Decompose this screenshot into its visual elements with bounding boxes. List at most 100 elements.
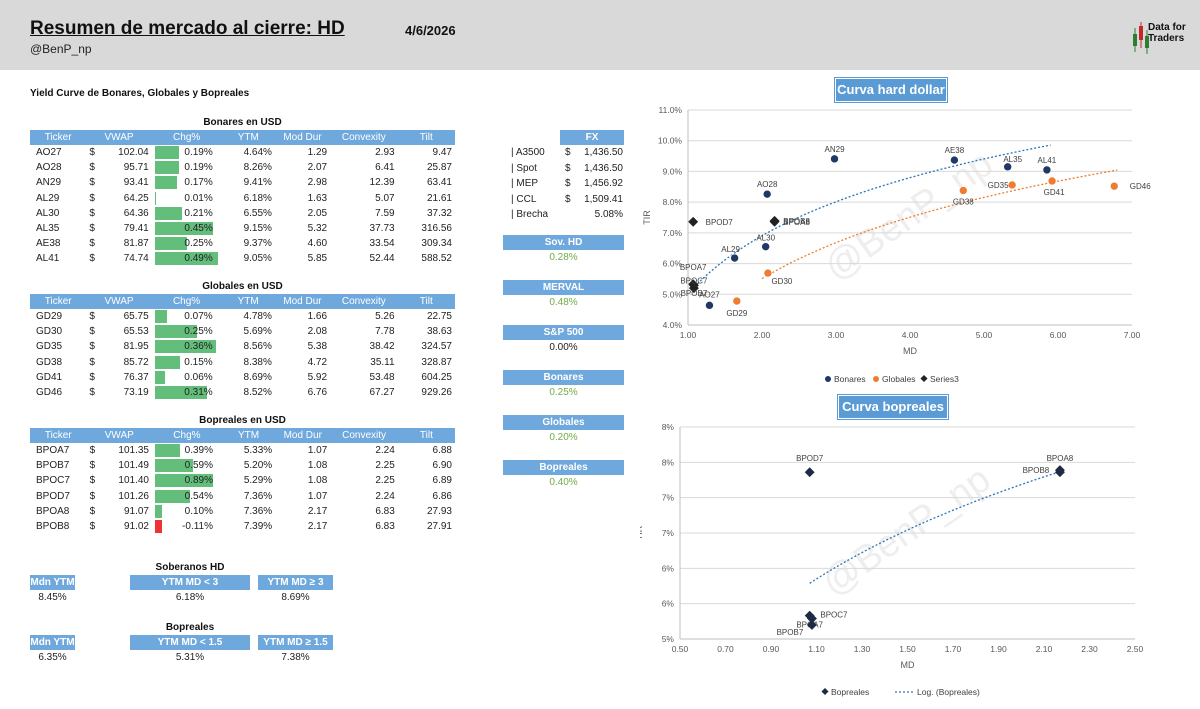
currency-cell: $	[89, 177, 95, 189]
table-row: GD38 $85.72 0.15% 8.38% 4.72 35.11 328.87	[30, 355, 455, 370]
summary-header: YTM MD ≥ 1.5	[258, 635, 333, 650]
column-header: Convexity	[330, 428, 398, 443]
chg-cell: 0.21%	[152, 206, 222, 221]
column-header: Chg%	[151, 294, 222, 309]
point-label: AL35	[1003, 155, 1022, 164]
chg-bar	[154, 176, 177, 190]
ticker-cell: BPOC7	[36, 475, 70, 487]
chg-label: 0.07%	[184, 311, 213, 323]
chg-label: 0.21%	[184, 207, 213, 219]
chg-cell: 0.89%	[152, 473, 222, 488]
mod-dur-cell: 4.60	[307, 238, 328, 250]
table-row: AO27 $102.04 0.19% 4.64% 1.29 2.93 9.47	[30, 145, 455, 160]
x-axis-title: MD	[903, 346, 917, 356]
chg-cell: 0.45%	[152, 221, 222, 236]
data-point-diamond	[688, 216, 699, 227]
chg-bar	[155, 459, 194, 473]
table-row: GD46 $73.19 0.31% 8.52% 6.76 67.27 929.26	[30, 385, 455, 400]
data-point	[761, 242, 770, 251]
watermark-text: @BenP_np	[814, 458, 998, 604]
chg-label: 0.19%	[184, 147, 213, 159]
data-point-diamond	[804, 467, 815, 478]
ticker-cell: AL30	[36, 207, 60, 219]
ticker-cell: GD29	[36, 311, 63, 323]
convexity-cell: 52.44	[369, 253, 395, 265]
chg-label: 0.10%	[184, 505, 213, 517]
chg-label: 0.25%	[184, 326, 213, 338]
point-label: BPOA7	[680, 263, 707, 272]
vwap-cell: 76.37	[123, 371, 149, 383]
vwap-cell: 101.26	[118, 490, 149, 502]
chg-label: -0.11%	[182, 521, 213, 533]
table-row: BPOB8 $91.02 -0.11% 7.39% 2.17 6.83 27.91	[30, 519, 455, 534]
data-point	[1109, 181, 1119, 191]
tilt-cell: 324.57	[421, 341, 452, 353]
currency-cell: $	[89, 207, 95, 219]
chg-label: 0.01%	[184, 192, 213, 204]
currency-cell: $	[89, 253, 95, 265]
summary-value: 8.45%	[38, 592, 67, 603]
convexity-cell: 2.25	[375, 475, 395, 487]
report-date: 4/6/2026	[405, 23, 456, 38]
fx-value: 1,456.92	[584, 178, 623, 189]
chg-bar	[154, 206, 183, 220]
ticker-cell: GD35	[36, 341, 63, 353]
convexity-cell: 2.93	[375, 147, 395, 159]
chg-cell: 0.25%	[152, 236, 222, 251]
x-tick-label: 4.00	[902, 330, 919, 340]
y-tick-label: 10.0%	[658, 136, 683, 146]
ytm-cell: 5.69%	[243, 326, 272, 338]
column-header: Mod Dur	[274, 294, 331, 309]
fx-label: | Brecha	[511, 209, 549, 220]
x-tick-label: 6.00	[1050, 330, 1067, 340]
y-axis-title: TIR	[642, 210, 652, 225]
ticker-cell: AO28	[36, 162, 62, 174]
point-label: AO27	[699, 290, 720, 299]
mod-dur-cell: 1.08	[307, 460, 328, 472]
mod-dur-cell: 1.66	[307, 311, 328, 323]
vwap-cell: 81.87	[123, 238, 149, 250]
ytm-cell: 7.36%	[243, 490, 273, 502]
bopreales-table-title: Bopreales en USD	[199, 415, 286, 426]
x-tick-label: 1.30	[854, 644, 871, 654]
chg-bar	[155, 444, 181, 458]
column-header: Convexity	[330, 130, 398, 145]
chg-bar	[155, 520, 163, 534]
currency-cell: $	[89, 223, 95, 235]
fx-header: FX	[560, 130, 624, 145]
author-handle: @BenP_np	[30, 42, 92, 56]
convexity-cell: 33.54	[369, 238, 395, 250]
chg-bar	[154, 161, 180, 175]
table-row: AN29 $93.41 0.17% 9.41% 2.98 12.39 63.41	[30, 175, 455, 190]
convexity-cell: 6.83	[375, 521, 395, 533]
legend-label: Bopreales	[831, 687, 869, 697]
convexity-cell: 5.26	[375, 311, 395, 323]
fx-value: 1,509.41	[584, 193, 623, 205]
chg-label: 0.31%	[184, 387, 213, 399]
index-label: MERVAL	[503, 280, 624, 295]
tilt-cell: 588.52	[421, 253, 452, 265]
legend-label: Log. (Bopreales)	[917, 687, 980, 697]
candlestick-logo-icon	[1133, 22, 1149, 54]
legend-label: Bonares	[834, 374, 866, 384]
logo-text: Data for Traders	[1148, 22, 1186, 44]
mod-dur-cell: 2.05	[307, 207, 328, 219]
chg-bar	[154, 252, 219, 266]
summary-value: 6.18%	[175, 592, 205, 603]
column-header: Convexity	[330, 294, 398, 309]
tilt-cell: 328.87	[421, 356, 452, 368]
y-tick-label: 7%	[662, 493, 675, 503]
point-label: AL29	[721, 245, 740, 254]
vwap-cell: 101.40	[118, 475, 149, 487]
index-value: 0.20%	[549, 432, 578, 443]
ytm-cell: 5.29%	[243, 475, 273, 487]
fx-label: | Spot	[511, 162, 537, 174]
chg-bar	[154, 340, 216, 354]
column-header: Mod Dur	[274, 130, 331, 145]
summary-value: 6.35%	[38, 652, 67, 663]
column-header: VWAP	[86, 294, 152, 309]
data-point	[1007, 180, 1017, 190]
index-value: 0.48%	[549, 297, 578, 308]
mod-dur-cell: 1.63	[307, 192, 328, 204]
section-title: Yield Curve de Bonares, Globales y Bopre…	[30, 88, 250, 99]
